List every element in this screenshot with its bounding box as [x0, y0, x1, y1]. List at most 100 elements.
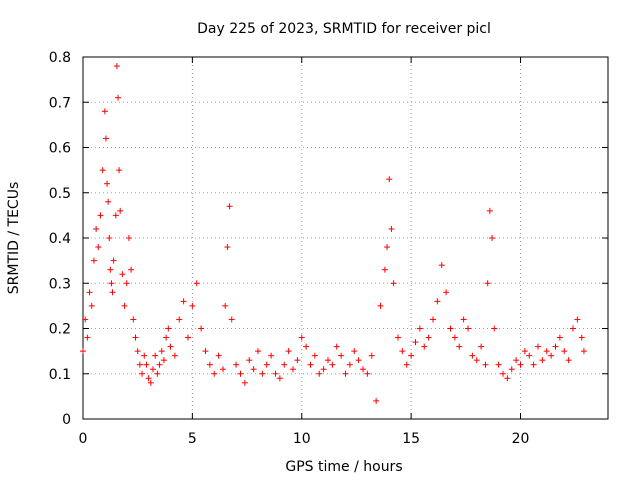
data-point [416, 325, 423, 332]
data-point [408, 352, 415, 359]
data-point [125, 235, 132, 241]
data-point [211, 370, 218, 377]
data-point [272, 370, 279, 377]
x-tick-label: 15 [402, 431, 420, 447]
data-point [465, 325, 471, 332]
data-point [119, 271, 126, 278]
data-point [150, 366, 156, 373]
data-point [189, 302, 196, 309]
y-tick-label: 0.8 [49, 50, 71, 66]
chart-title: Day 225 of 2023, SRMTID for receiver pic… [197, 21, 491, 37]
data-point [121, 302, 128, 309]
data-point [425, 334, 432, 341]
y-tick-labels: 0 0.1 0.2 0.3 0.4 0.5 0.6 0.7 0.8 [49, 50, 71, 428]
data-point [145, 375, 152, 382]
data-point [325, 357, 331, 364]
data-point [104, 180, 111, 187]
data-point [158, 348, 165, 355]
data-point [233, 361, 240, 368]
data-point [134, 348, 141, 355]
y-tick-label: 0 [62, 412, 71, 428]
data-point [360, 366, 366, 373]
data-point [250, 366, 257, 373]
data-point [548, 352, 555, 359]
data-point [368, 352, 375, 359]
data-point [478, 343, 485, 350]
data-point [268, 352, 275, 359]
data-point [412, 339, 419, 346]
data-point [539, 357, 546, 364]
data-point [434, 298, 441, 305]
data-point [386, 176, 393, 183]
data-point [285, 348, 292, 355]
data-point [255, 348, 261, 355]
data-point [193, 280, 200, 287]
y-tick-label: 0.3 [49, 276, 71, 292]
data-point [460, 316, 467, 323]
data-point [202, 348, 209, 355]
data-point [329, 361, 336, 368]
data-point [136, 361, 143, 368]
data-point [107, 266, 114, 273]
data-point [105, 198, 112, 205]
data-point [220, 366, 226, 373]
data-point [206, 361, 213, 368]
data-point [93, 225, 100, 232]
data-point [109, 289, 116, 296]
data-point [139, 370, 146, 377]
data-point [364, 370, 371, 377]
data-point [578, 334, 585, 341]
data-point [156, 361, 163, 368]
data-point [390, 280, 397, 287]
data-point [165, 325, 172, 332]
data-point [395, 334, 401, 341]
data-point [80, 348, 86, 355]
data-point [565, 357, 572, 364]
data-point [141, 352, 148, 359]
data-point [171, 352, 178, 359]
data-point [517, 361, 524, 368]
data-point [152, 352, 159, 359]
data-point [198, 325, 205, 332]
data-point [377, 302, 384, 309]
data-point [346, 361, 353, 368]
y-tick-label: 0.6 [49, 141, 71, 157]
data-point [276, 375, 283, 382]
data-point [338, 352, 345, 359]
data-point [185, 334, 191, 341]
data-point [113, 63, 120, 70]
y-tick-label: 0.5 [49, 186, 71, 202]
data-point [226, 203, 233, 210]
data-point [351, 348, 358, 355]
data-point [290, 366, 296, 373]
data-point [263, 361, 270, 368]
data-point [482, 361, 489, 368]
data-point [521, 348, 528, 355]
data-point [95, 244, 102, 251]
data-point [102, 135, 109, 142]
data-point [163, 334, 170, 341]
data-point [438, 262, 445, 269]
data-point [500, 370, 506, 377]
data-point [570, 325, 576, 332]
data-point [388, 225, 395, 232]
data-point [451, 334, 458, 341]
data-point [180, 298, 187, 305]
data-point [90, 257, 97, 264]
data-point [298, 334, 305, 341]
y-tick-label: 0.4 [49, 231, 71, 247]
data-point [342, 370, 349, 377]
data-point [552, 343, 559, 350]
data-point [281, 361, 288, 368]
data-point [526, 352, 533, 359]
data-point [176, 316, 183, 323]
data-point [469, 352, 476, 359]
x-axis-title: GPS time / hours [285, 459, 402, 475]
data-point [130, 316, 137, 323]
data-point [99, 167, 106, 174]
data-point [543, 348, 550, 355]
data-point [473, 357, 480, 364]
data-point [491, 325, 498, 332]
data-point [381, 266, 388, 273]
data-point [574, 316, 581, 323]
